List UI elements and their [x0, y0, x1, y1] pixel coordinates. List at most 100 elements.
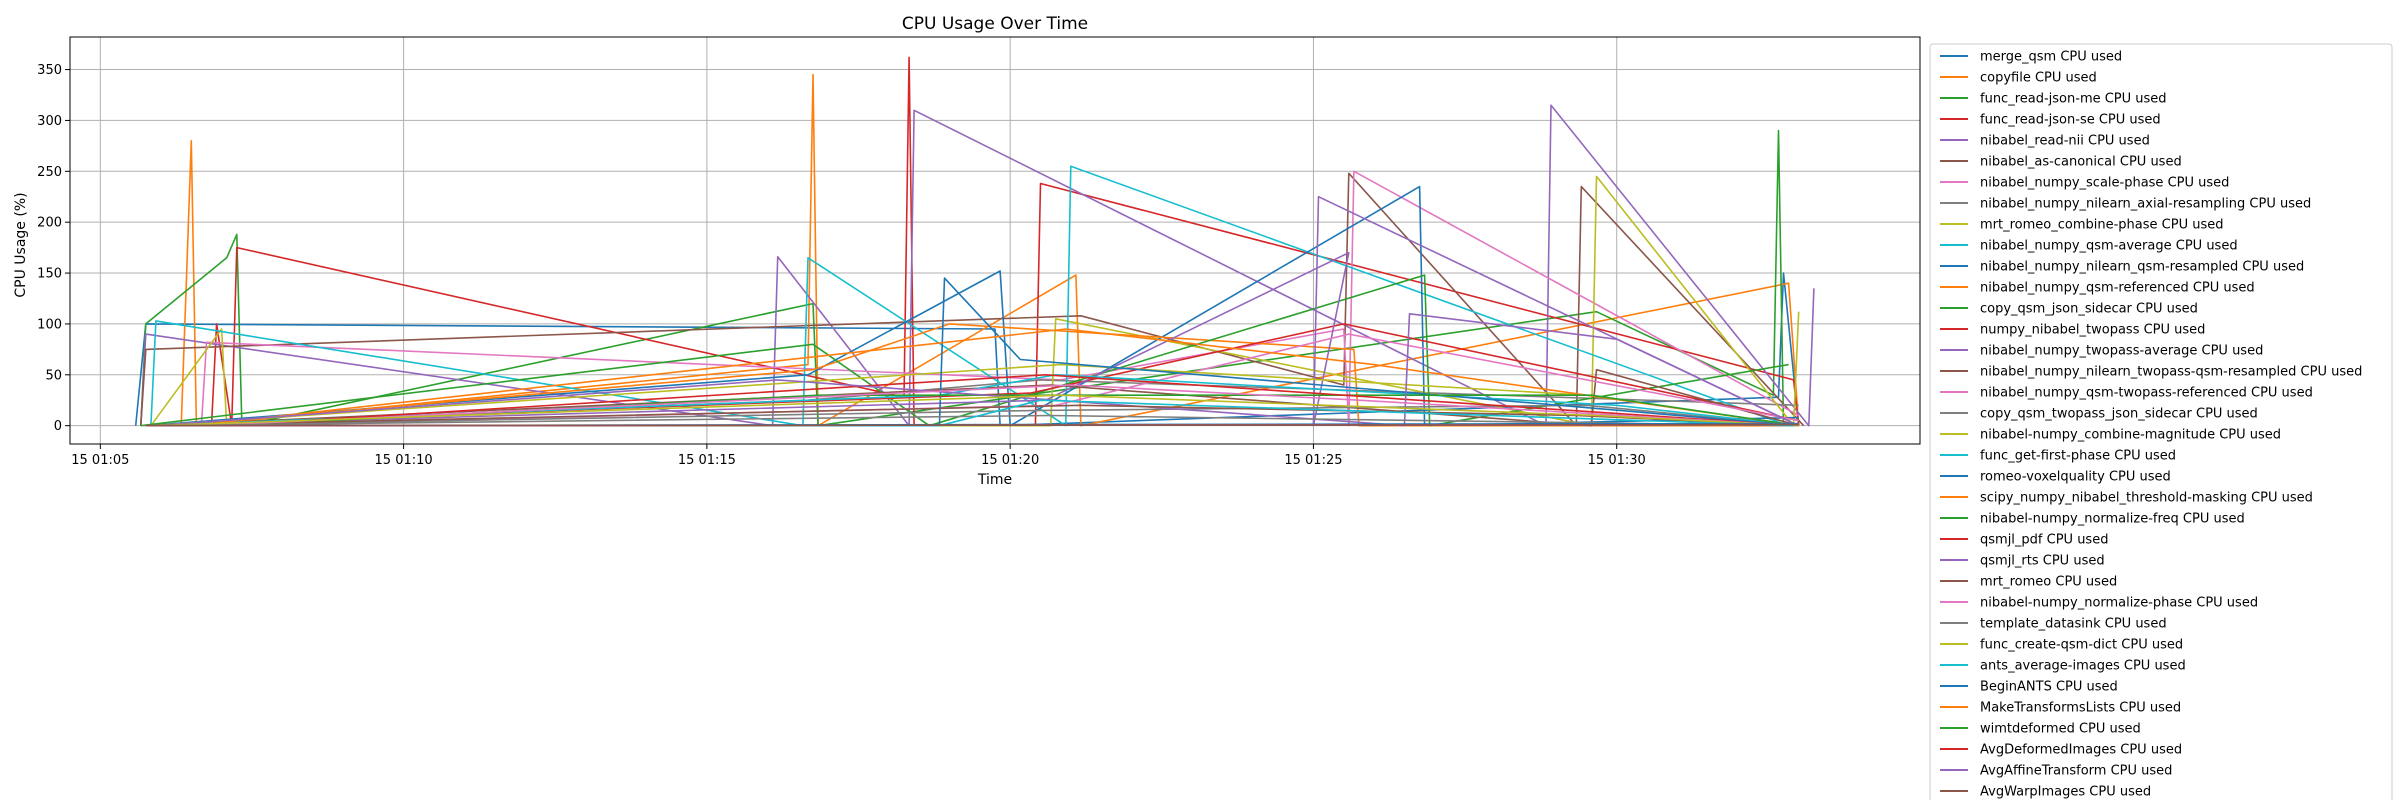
y-axis-label: CPU Usage (%) [13, 192, 29, 297]
legend-label: nibabel_numpy_qsm-referenced CPU used [1980, 281, 2255, 296]
legend-label: nibabel_numpy_nilearn_qsm-resampled CPU … [1980, 260, 2304, 275]
x-tick-label: 15 01:25 [1284, 453, 1342, 468]
axes: 15 01:05 15 01:10 15 01:15 15 01:20 15 01:25… [37, 36, 1921, 468]
series-line [210, 56, 1800, 427]
legend-entry: romeo-voxelquality CPU used [1940, 470, 2171, 485]
series-lines [134, 56, 1815, 427]
x-tick-label: 15 01:30 [1588, 453, 1646, 468]
plot-area [134, 56, 1815, 427]
legend-label: mrt_romeo CPU used [1980, 575, 2117, 590]
legend-label: AvgAffineTransform CPU used [1980, 764, 2172, 779]
legend-entry: nibabel_numpy_qsm-referenced CPU used [1940, 281, 2255, 296]
legend-label: nibabel_numpy_nilearn_axial-resampling C… [1980, 197, 2311, 212]
legend-entry: copy_qsm_twopass_json_sidecar CPU used [1940, 407, 2258, 422]
legend-label: romeo-voxelquality CPU used [1980, 470, 2171, 485]
legend-label: ants_average-images CPU used [1980, 659, 2186, 674]
legend-entry: nibabel_numpy_scale-phase CPU used [1940, 176, 2229, 191]
series-line [221, 373, 1799, 427]
series-line [150, 414, 1799, 427]
legend-entry: nibabel_read-nii CPU used [1940, 134, 2150, 149]
legend-entry: nibabel_numpy_nilearn_qsm-resampled CPU … [1940, 260, 2304, 275]
legend-label: nibabel_as-canonical CPU used [1980, 155, 2182, 170]
legend-entry: nibabel-numpy_normalize-freq CPU used [1940, 512, 2245, 527]
legend-entry: nibabel_numpy_twopass-average CPU used [1940, 344, 2263, 359]
legend-label: template_datasink CPU used [1980, 617, 2167, 632]
legend-label: merge_qsm CPU used [1980, 50, 2122, 65]
plot-frame [69, 36, 1921, 445]
legend-label: numpy_nibabel_twopass CPU used [1980, 323, 2205, 338]
y-tick-label: 250 [37, 165, 62, 180]
legend-label: scipy_numpy_nibabel_threshold-masking CP… [1980, 491, 2313, 506]
legend-label: AvgWarpImages CPU used [1980, 785, 2151, 800]
legend-entry: AvgDeformedImages CPU used [1940, 743, 2182, 758]
legend-entry: nibabel_numpy_nilearn_axial-resampling C… [1940, 197, 2311, 212]
series-line [140, 129, 1785, 427]
legend-entry: nibabel-numpy_normalize-phase CPU used [1940, 596, 2258, 611]
legend-label: MakeTransformsLists CPU used [1980, 701, 2181, 716]
legend-entry: BeginANTS CPU used [1940, 680, 2118, 695]
legend-label: func_get-first-phase CPU used [1980, 449, 2176, 464]
legend-label: mrt_romeo_combine-phase CPU used [1980, 218, 2223, 233]
legend-entry: nibabel_as-canonical CPU used [1940, 155, 2182, 170]
legend-label: copyfile CPU used [1980, 71, 2097, 86]
legend-entry: func_read-json-me CPU used [1940, 92, 2167, 107]
legend-entry: AvgWarpImages CPU used [1940, 785, 2151, 800]
legend-label: func_read-json-me CPU used [1980, 92, 2167, 107]
legend-entry: mrt_romeo_combine-phase CPU used [1940, 218, 2223, 233]
legend-label: nibabel_numpy_twopass-average CPU used [1980, 344, 2263, 359]
legend-label: qsmjl_pdf CPU used [1980, 533, 2108, 548]
series-line [201, 384, 1799, 427]
legend-label: qsmjl_rts CPU used [1980, 554, 2105, 569]
y-tick-label: 350 [37, 63, 62, 78]
y-tick-label: 200 [37, 216, 62, 231]
legend-entry: copy_qsm_json_sidecar CPU used [1940, 302, 2198, 317]
chart-title: CPU Usage Over Time [902, 14, 1088, 34]
legend-label: func_read-json-se CPU used [1980, 113, 2161, 128]
series-line [155, 312, 1800, 427]
legend-label: func_create-qsm-dict CPU used [1980, 638, 2183, 653]
y-tick-label: 100 [37, 317, 62, 332]
x-tick-label: 15 01:10 [375, 453, 433, 468]
series-line [180, 73, 1800, 427]
grid-lines [70, 37, 1920, 444]
legend-entry: nibabel_numpy_qsm-twopass-referenced CPU… [1940, 386, 2313, 401]
x-tick-label: 15 01:05 [71, 453, 129, 468]
legend-box [1929, 43, 2393, 804]
y-tick-label: 0 [54, 419, 62, 434]
legend-label: copy_qsm_json_sidecar CPU used [1980, 302, 2198, 317]
legend-entry: scipy_numpy_nibabel_threshold-masking CP… [1940, 491, 2313, 506]
legend-label: AvgDeformedImages CPU used [1980, 743, 2182, 758]
series-line [150, 394, 1799, 427]
legend-entry: qsmjl_rts CPU used [1940, 554, 2105, 569]
legend-entry: qsmjl_pdf CPU used [1940, 533, 2108, 548]
legend-entry: template_datasink CPU used [1940, 617, 2167, 632]
series-line [150, 165, 1789, 427]
legend-label: wimtdeformed CPU used [1980, 722, 2141, 737]
legend-label: BeginANTS CPU used [1980, 680, 2118, 695]
legend-label: nibabel_numpy_qsm-twopass-referenced CPU… [1980, 386, 2313, 401]
legend-label: nibabel_numpy_scale-phase CPU used [1980, 176, 2229, 191]
y-tick-label: 150 [37, 267, 62, 282]
legend-entry: AvgAffineTransform CPU used [1940, 764, 2172, 779]
legend-entry: copyfile CPU used [1940, 71, 2097, 86]
legend-label: copy_qsm_twopass_json_sidecar CPU used [1980, 407, 2258, 422]
series-line [145, 423, 1799, 427]
series-line [140, 104, 1815, 427]
legend-entry: func_get-first-phase CPU used [1940, 449, 2176, 464]
legend-label: nibabel_read-nii CPU used [1980, 134, 2150, 149]
legend-entry: func_read-json-se CPU used [1940, 113, 2161, 128]
legend-label: nibabel-numpy_normalize-freq CPU used [1980, 512, 2245, 527]
y-tick-label: 300 [37, 114, 62, 129]
legend-label: nibabel-numpy_normalize-phase CPU used [1980, 596, 2258, 611]
legend-entry: merge_qsm CPU used [1940, 50, 2122, 65]
series-line [150, 175, 1800, 427]
legend-entry: mrt_romeo CPU used [1940, 575, 2117, 590]
legend-label: nibabel-numpy_combine-magnitude CPU used [1980, 428, 2281, 443]
legend-entry: func_create-qsm-dict CPU used [1940, 638, 2183, 653]
legend-entry: numpy_nibabel_twopass CPU used [1940, 323, 2205, 338]
x-tick-label: 15 01:15 [678, 453, 736, 468]
legend-entry: wimtdeformed CPU used [1940, 722, 2141, 737]
x-tick-label: 15 01:20 [981, 453, 1039, 468]
